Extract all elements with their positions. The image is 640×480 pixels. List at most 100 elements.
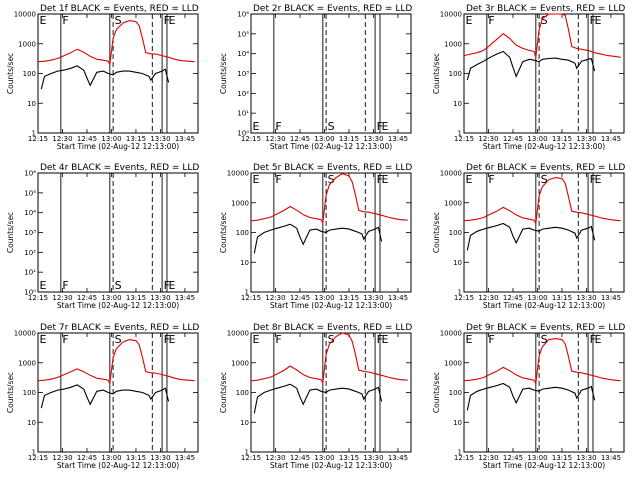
chart-panel-7: Det 7r BLACK = Events, RED = LLD 12:15 12:… [6, 323, 199, 470]
x-tick-label: 12:30 [265, 135, 285, 143]
series-lld-line [37, 339, 195, 385]
y-axis-label: Counts/sec [432, 372, 441, 413]
event-label: E [253, 333, 260, 346]
event-label: S [115, 333, 122, 346]
event-label: S [541, 333, 548, 346]
x-tick-label: 13:30 [150, 294, 170, 302]
x-tick-label: 13:15 [339, 135, 359, 143]
chart-title: Det 5r BLACK = Events, RED = LLD [253, 163, 412, 173]
chart-title: Det 2r BLACK = Events, RED = LLD [253, 4, 412, 14]
plot-frame [250, 13, 412, 134]
event-label: S [115, 279, 122, 292]
x-tick-label: 13:15 [552, 135, 572, 143]
event-label: E [594, 333, 601, 346]
y-axis-label: Counts/sec [432, 212, 441, 253]
y-tick-label: 10 [453, 259, 462, 267]
y-tick-label: 1000 [444, 359, 462, 367]
y-axis-label: Counts/sec [6, 372, 15, 413]
y-tick-label: 1 [32, 449, 36, 457]
y-tick-label: 100 [449, 229, 462, 237]
x-tick-label: 12:15 [28, 454, 48, 462]
y-tick-label: 10000 [14, 11, 36, 19]
x-tick-label: 13:45 [175, 454, 195, 462]
x-axis-label: Start Time (02-Aug-12 12:13:00) [270, 142, 392, 151]
series-events-line [466, 222, 596, 251]
event-label: E [466, 173, 473, 186]
x-tick-label: 13:30 [150, 135, 170, 143]
chart-panel-8: Det 8r BLACK = Events, RED = LLD 12:15 12:… [219, 323, 412, 470]
event-label: E [253, 173, 260, 186]
x-tick-label: 13:15 [552, 454, 572, 462]
x-tick-label: 13:30 [576, 135, 596, 143]
series-events-line [40, 65, 170, 90]
plot-frame [463, 13, 625, 134]
y-tick-label: 10⁵ [237, 30, 249, 38]
x-tick-label: 13:30 [576, 294, 596, 302]
x-tick-label: 13:15 [552, 294, 572, 302]
x-tick-label: 13:15 [126, 454, 146, 462]
y-tick-label: 1 [458, 449, 462, 457]
series-events-line [466, 50, 596, 81]
event-label: E [381, 173, 388, 186]
event-label: E [168, 333, 175, 346]
x-tick-label: 12:15 [454, 454, 474, 462]
y-tick-label: 1000 [231, 359, 249, 367]
y-tick-label: 1000 [18, 40, 36, 48]
x-tick-label: 12:30 [478, 135, 498, 143]
y-tick-label: 1000 [444, 40, 462, 48]
x-tick-label: 13:45 [601, 294, 621, 302]
event-label: F [488, 14, 494, 27]
y-tick-label: 10¹ [237, 110, 249, 118]
event-label: F [62, 14, 68, 27]
event-label: E [594, 173, 601, 186]
series-lld-line [250, 173, 408, 224]
plot-frame [463, 172, 625, 293]
y-tick-label: 100 [449, 70, 462, 78]
x-tick-label: 12:45 [290, 454, 310, 462]
event-label: S [328, 333, 335, 346]
x-tick-label: 12:45 [77, 454, 97, 462]
series-lld-line [463, 338, 621, 385]
y-tick-label: 10 [453, 419, 462, 427]
chart-panel-6: Det 6r BLACK = Events, RED = LLD 12:15 12:… [432, 163, 625, 310]
y-tick-label: 10⁰ [24, 289, 36, 297]
x-tick-label: 12:15 [241, 454, 261, 462]
x-tick-label: 13:00 [101, 454, 121, 462]
event-label: E [381, 333, 388, 346]
event-label: E [168, 14, 175, 27]
chart-panel-4: Det 4r BLACK = Events, RED = LLD 12:15 12:… [6, 163, 199, 310]
chart-panel-1: Det 1f BLACK = Events, RED = LLD 12:15 12:… [6, 4, 199, 151]
chart-panel-2: Det 2r BLACK = Events, RED = LLD 12:15 12:… [219, 4, 412, 151]
y-axis-label: Counts/sec [6, 53, 15, 94]
x-tick-label: 13:45 [388, 454, 408, 462]
y-tick-label: 10000 [227, 170, 249, 178]
chart-title: Det 1f BLACK = Events, RED = LLD [40, 4, 199, 14]
x-tick-label: 13:30 [150, 454, 170, 462]
x-tick-label: 13:15 [126, 294, 146, 302]
y-axis-label: Counts/sec [6, 212, 15, 253]
y-tick-label: 1 [458, 130, 462, 138]
y-tick-label: 100 [23, 70, 36, 78]
event-label: S [328, 120, 335, 133]
series-lld-line [463, 13, 621, 58]
y-tick-label: 1000 [18, 359, 36, 367]
event-label: F [62, 279, 68, 292]
event-label: F [62, 333, 68, 346]
event-label: F [488, 333, 494, 346]
y-axis-label: Counts/sec [219, 53, 228, 94]
y-tick-label: 10² [24, 249, 36, 257]
y-tick-label: 10 [27, 419, 36, 427]
series-events-line [466, 382, 596, 411]
event-label: S [115, 14, 122, 27]
x-tick-label: 12:45 [290, 135, 310, 143]
y-tick-label: 1 [32, 130, 36, 138]
x-tick-label: 13:00 [314, 294, 334, 302]
plot-frame [463, 332, 625, 453]
x-axis-label: Start Time (02-Aug-12 12:13:00) [483, 301, 605, 310]
event-label: E [168, 279, 175, 292]
series-events-line [253, 223, 383, 254]
x-tick-label: 13:15 [339, 454, 359, 462]
plot-frame [250, 332, 412, 453]
x-tick-label: 13:00 [314, 454, 334, 462]
